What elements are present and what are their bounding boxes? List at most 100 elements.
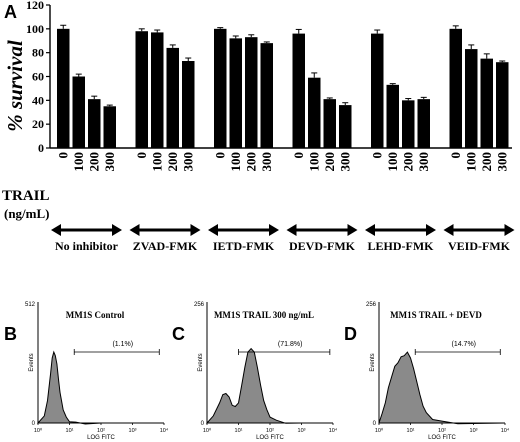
bar — [292, 33, 305, 148]
histogram-title: MM1S TRAIL 300 ng/mL — [214, 310, 314, 320]
x-tick-label: 10⁴ — [501, 427, 510, 434]
x-tick-label: 10¹ — [407, 428, 415, 434]
gate-percent-label: (71.8%) — [278, 341, 303, 348]
bar — [339, 105, 352, 148]
gate-percent-label: (1.1%) — [112, 341, 133, 348]
bar — [465, 49, 478, 148]
x-tick-label: 10³ — [298, 428, 306, 434]
dose-tick-label: 0 — [448, 152, 463, 159]
x-tick-label: 10² — [266, 428, 274, 434]
dose-tick-label: 0 — [134, 152, 149, 159]
histogram-area — [36, 350, 164, 425]
bar — [229, 38, 242, 148]
dose-tick-label: 100 — [149, 152, 164, 172]
x-tick-label: 10⁰ — [375, 427, 384, 434]
panel-letter-c: C — [172, 324, 185, 344]
bar — [308, 77, 321, 148]
dose-tick-label: 100 — [228, 152, 243, 172]
histogram-area — [378, 351, 506, 425]
y-tick-label: 80 — [32, 46, 44, 60]
dose-tick-label: 0 — [55, 152, 70, 159]
histogram-area — [205, 347, 333, 424]
dose-tick-label: 300 — [180, 152, 195, 172]
group-arrow-head-left — [208, 224, 218, 236]
bar — [386, 84, 399, 148]
bar — [88, 99, 101, 148]
dose-tick-label: 200 — [322, 152, 337, 172]
bar — [72, 76, 85, 148]
group-label: IETD-FMK — [213, 239, 275, 253]
y-axis-label: Events — [198, 353, 204, 371]
y-axis-label: % survival — [3, 40, 27, 132]
group-label: No inhibitor — [55, 239, 119, 253]
histogram-panel-c: 256 0 Events 10⁰ 10¹ 10² 10³ 10⁴ LOG FITC MM1S TR… — [194, 302, 338, 441]
panel-letter-a: A — [4, 2, 17, 22]
x-tick-label: 10⁴ — [329, 427, 338, 434]
bar — [417, 99, 430, 148]
bar — [214, 28, 227, 148]
dose-tick-label: 0 — [212, 152, 227, 159]
group-arrow-head-right — [269, 224, 279, 236]
bar — [449, 28, 462, 148]
histogram-panel-d: 256 0 Events 10⁰ 10¹ 10² 10³ 10⁴ LOG FITC MM1S TR… — [366, 302, 510, 441]
bar — [480, 58, 493, 148]
bar — [135, 31, 148, 148]
dose-axis-label: TRAIL — [2, 188, 50, 204]
dose-tick-label: 300 — [102, 152, 117, 172]
bar — [166, 47, 179, 148]
bar — [260, 43, 273, 149]
y-zero-label: 0 — [373, 421, 377, 427]
bar — [496, 62, 509, 149]
group-label: VEID-FMK — [448, 239, 511, 253]
y-max-label: 256 — [366, 302, 377, 308]
y-tick-label: 100 — [26, 22, 44, 36]
dose-tick-label: 200 — [243, 152, 258, 172]
group-arrow-head-right — [347, 224, 358, 236]
bar — [371, 33, 384, 148]
histogram-title: MM1S TRAIL + DEVD — [390, 310, 482, 320]
y-axis-label: Events — [29, 353, 35, 371]
bar — [103, 106, 116, 148]
x-tick-label: 10² — [438, 428, 446, 434]
x-tick-label: 10³ — [129, 428, 137, 434]
dose-tick-label: 300 — [416, 152, 431, 172]
y-zero-label: 0 — [32, 421, 36, 427]
x-axis-label: LOG FITC — [256, 435, 284, 441]
bar-chart-panel-a: % survival TRAIL (ng/mL) 0 20 40 60 80 100 120… — [2, 0, 515, 253]
bar — [402, 100, 415, 148]
group-arrow-head-left — [443, 224, 454, 236]
dose-tick-label: 200 — [400, 152, 415, 172]
panel-letter-b: B — [4, 324, 17, 344]
bar — [57, 28, 70, 148]
panel-letter-d: D — [344, 324, 357, 344]
dose-tick-label: 300 — [259, 152, 274, 172]
y-tick-label: 0 — [38, 141, 44, 155]
y-tick-label: 60 — [32, 70, 44, 84]
bar — [182, 61, 195, 149]
x-axis-label: LOG FITC — [428, 435, 456, 441]
dose-tick-label: 100 — [463, 152, 478, 172]
group-arrow-head-left — [365, 224, 375, 236]
x-tick-label: 10² — [97, 428, 105, 434]
dose-tick-label: 100 — [385, 152, 400, 172]
y-axis-label: Events — [370, 353, 376, 371]
y-tick-label: 120 — [26, 0, 44, 12]
gate-percent-label: (14.7%) — [451, 341, 476, 348]
group-arrow-head-left — [286, 224, 297, 236]
group-arrow-head-right — [504, 224, 515, 236]
dose-tick-label: 0 — [291, 152, 306, 159]
dose-tick-label: 300 — [494, 152, 509, 172]
group-arrow-head-right — [426, 224, 436, 236]
x-tick-label: 10⁴ — [160, 427, 169, 434]
dose-tick-label: 100 — [71, 152, 86, 172]
bar — [323, 99, 336, 148]
group-label: LEHD-FMK — [368, 239, 435, 253]
group-arrow-head-right — [112, 224, 122, 236]
x-tick-label: 10³ — [470, 428, 478, 434]
dose-tick-label: 300 — [337, 152, 352, 172]
group-arrow-head-right — [190, 224, 201, 236]
y-tick-label: 40 — [32, 93, 44, 107]
histogram-panel-b: 512 0 Events 10⁰ 10¹ 10² 10³ 10⁴ LOG FITC MM1S Co… — [25, 302, 169, 441]
group-label: DEVD-FMK — [289, 239, 356, 253]
dose-unit-label: (ng/mL) — [4, 206, 50, 221]
